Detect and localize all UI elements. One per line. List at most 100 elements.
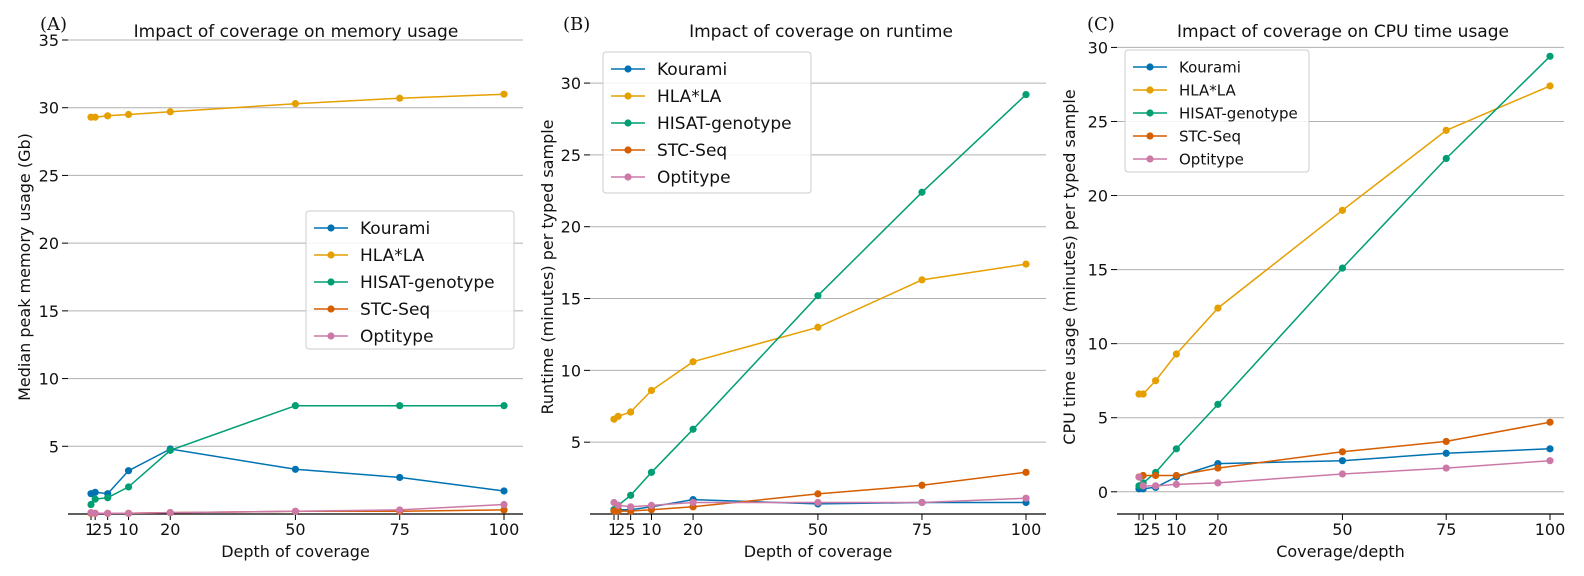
- x-tick-label: 20: [683, 520, 703, 539]
- data-point: [1442, 126, 1450, 134]
- y-tick-label: 25: [1088, 112, 1108, 131]
- x-axis-label: Depth of coverage: [744, 542, 893, 561]
- legend-swatch-marker: [327, 251, 335, 259]
- data-point: [1442, 449, 1450, 457]
- data-point: [918, 188, 926, 196]
- data-point: [1172, 445, 1180, 453]
- x-axis-label: Depth of coverage: [221, 542, 370, 561]
- legend-box: [602, 51, 812, 194]
- y-tick-label: 25: [39, 166, 59, 185]
- data-point: [124, 467, 133, 475]
- y-axis-label: Median peak memory usage (Gb): [15, 133, 34, 401]
- series-line: [90, 404, 504, 505]
- data-point: [1546, 457, 1554, 465]
- data-point: [1442, 464, 1450, 472]
- chart-title: Impact of coverage on memory usage: [134, 22, 459, 42]
- y-tick-label: 25: [561, 146, 581, 165]
- data-point: [1022, 260, 1030, 268]
- series-stc-seq: [610, 468, 1030, 515]
- data-point: [1172, 471, 1180, 480]
- x-tick-label: 75: [390, 520, 410, 539]
- data-point: [500, 402, 508, 410]
- series-hla-la: [1135, 82, 1554, 398]
- x-tick-label: 100: [1011, 520, 1042, 539]
- data-point: [396, 94, 404, 102]
- series-kourami: [87, 445, 508, 498]
- y-axis-label: CPU time usage (minutes) per typed sampl…: [1060, 89, 1079, 444]
- data-point: [1139, 482, 1147, 490]
- data-point: [91, 509, 99, 517]
- x-tick-label: 100: [489, 520, 520, 539]
- data-point: [91, 488, 99, 496]
- series-optitype: [610, 494, 1030, 511]
- series-hisat-genotype: [87, 402, 508, 509]
- x-tick-label: 50: [808, 520, 828, 539]
- data-point: [647, 468, 656, 476]
- legend-swatch-marker: [327, 305, 335, 313]
- data-point: [87, 500, 95, 509]
- x-tick-label: 75: [912, 520, 932, 539]
- legend-swatch-marker: [624, 146, 632, 154]
- legend-swatch-marker: [327, 224, 335, 232]
- data-point: [689, 358, 697, 366]
- y-tick-label: 20: [561, 218, 581, 237]
- y-tick-label: 30: [39, 99, 59, 118]
- y-tick-label: 30: [561, 74, 581, 93]
- data-point: [1546, 445, 1554, 453]
- panel-letter: (B): [563, 14, 590, 35]
- data-point: [1338, 470, 1347, 478]
- y-tick-label: 20: [39, 234, 59, 253]
- series-line: [613, 263, 1027, 420]
- data-point: [124, 509, 133, 517]
- x-tick-label: 50: [285, 520, 305, 539]
- data-point: [1214, 479, 1222, 487]
- x-tick-label: 20: [160, 520, 180, 539]
- data-point: [104, 494, 112, 502]
- legend: Kourami HLA*LA HISAT-genotype STC-Seq Optity…: [1124, 49, 1310, 173]
- y-axis-label: Runtime (minutes) per typed sample: [538, 119, 557, 414]
- x-tick-label: 75: [1436, 520, 1456, 539]
- data-point: [647, 501, 656, 509]
- y-tick-label: 35: [39, 31, 59, 50]
- data-point: [500, 90, 508, 98]
- data-point: [1022, 494, 1030, 502]
- data-point: [627, 503, 635, 511]
- data-point: [1546, 82, 1554, 90]
- data-point: [1338, 206, 1347, 214]
- y-tick-label: 10: [1088, 335, 1108, 354]
- data-point: [918, 481, 926, 489]
- data-point: [689, 425, 697, 433]
- y-tick-label: 5: [49, 437, 59, 456]
- data-point: [614, 412, 622, 420]
- data-point: [814, 498, 822, 507]
- legend-entry: STC-Seq: [360, 300, 430, 320]
- y-tick-label: 0: [1098, 483, 1108, 502]
- y-tick-label: 10: [39, 370, 59, 389]
- data-point: [500, 506, 508, 514]
- y-tick-label: 30: [1088, 38, 1108, 57]
- data-point: [1442, 437, 1450, 446]
- data-point: [1172, 350, 1180, 358]
- x-tick-label: 2: [1140, 520, 1150, 539]
- x-tick-label: 2: [92, 520, 102, 539]
- data-point: [500, 487, 508, 495]
- y-tick-label: 15: [1088, 261, 1108, 280]
- series-optitype: [87, 500, 508, 517]
- data-point: [627, 491, 635, 499]
- data-point: [1338, 457, 1347, 465]
- data-point: [918, 498, 926, 507]
- legend-swatch-marker: [1146, 155, 1154, 163]
- legend-entry: Kourami: [360, 219, 430, 239]
- y-tick-label: 5: [1098, 409, 1108, 428]
- x-tick-label: 100: [1535, 520, 1566, 539]
- y-tick-label: 20: [1088, 187, 1108, 206]
- data-point: [814, 292, 822, 300]
- data-point: [104, 509, 112, 517]
- data-point: [1139, 390, 1147, 398]
- legend-swatch-marker: [1146, 109, 1154, 117]
- panel-letter: (A): [40, 14, 67, 35]
- data-point: [1022, 90, 1030, 99]
- data-point: [1442, 154, 1450, 163]
- data-point: [1022, 468, 1030, 476]
